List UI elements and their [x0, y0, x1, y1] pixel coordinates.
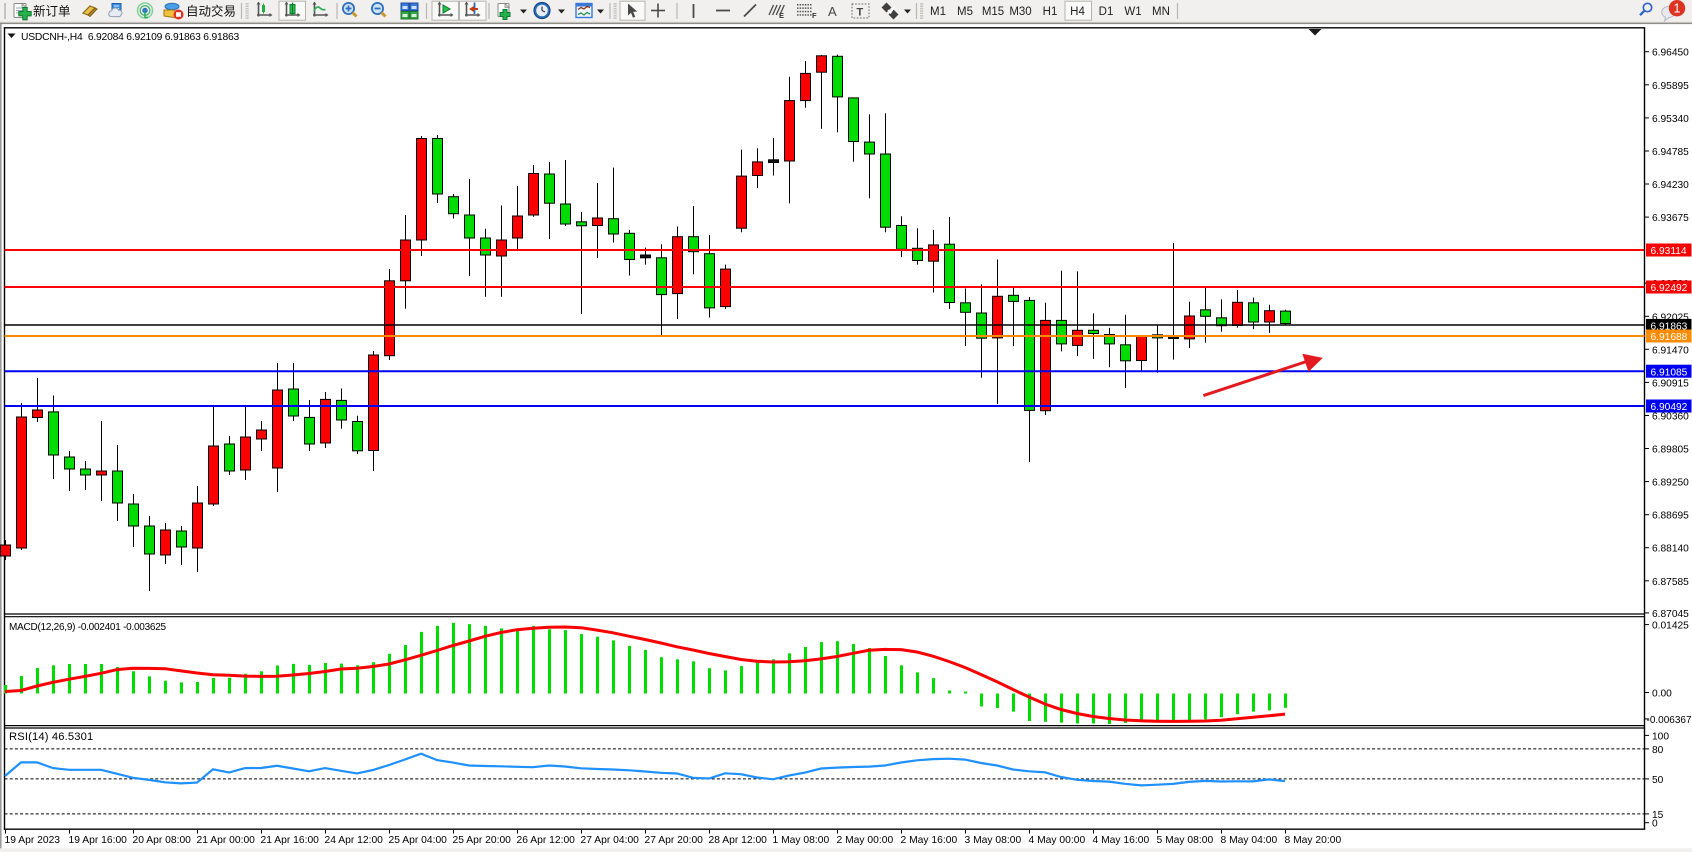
svg-text:6.91085: 6.91085 [1651, 367, 1688, 378]
svg-text:6.89805: 6.89805 [1652, 445, 1689, 456]
svg-text:6.90360: 6.90360 [1652, 412, 1689, 423]
svg-text:21 Apr 16:00: 21 Apr 16:00 [261, 835, 320, 846]
svg-text:F: F [812, 11, 817, 20]
svg-text:6.93114: 6.93114 [1651, 246, 1687, 257]
svg-text:4 May 16:00: 4 May 16:00 [1093, 835, 1150, 846]
svg-text:6.92492: 6.92492 [1651, 283, 1688, 294]
svg-text:M1: M1 [930, 6, 946, 18]
svg-text:5 May 08:00: 5 May 08:00 [1157, 835, 1214, 846]
svg-text:6.91688: 6.91688 [1651, 332, 1688, 343]
svg-text:6.87045: 6.87045 [1652, 609, 1689, 620]
svg-text:1: 1 [1674, 2, 1681, 16]
svg-text:8 May 04:00: 8 May 04:00 [1221, 835, 1278, 846]
svg-text:6.90492: 6.90492 [1651, 402, 1688, 413]
svg-text:6.87585: 6.87585 [1652, 577, 1689, 588]
svg-text:2 May 16:00: 2 May 16:00 [901, 835, 958, 846]
svg-text:W1: W1 [1124, 6, 1141, 18]
svg-text:25 Apr 04:00: 25 Apr 04:00 [389, 835, 448, 846]
svg-text:T: T [857, 7, 864, 19]
svg-text:0: 0 [1652, 819, 1658, 830]
svg-text:25 Apr 20:00: 25 Apr 20:00 [453, 835, 512, 846]
svg-text:6.90915: 6.90915 [1652, 378, 1689, 389]
svg-text:21 Apr 00:00: 21 Apr 00:00 [197, 835, 256, 846]
svg-text:0.01425: 0.01425 [1652, 621, 1689, 632]
svg-text:24 Apr 12:00: 24 Apr 12:00 [325, 835, 384, 846]
svg-text:1 May 08:00: 1 May 08:00 [773, 835, 830, 846]
svg-text:0.00: 0.00 [1652, 689, 1672, 700]
svg-text:6.92025: 6.92025 [1652, 312, 1689, 323]
svg-text:19 Apr 2023: 19 Apr 2023 [5, 835, 61, 846]
svg-text:6.95340: 6.95340 [1652, 114, 1689, 125]
svg-text:自动交易: 自动交易 [186, 4, 236, 19]
svg-text:新订单: 新订单 [33, 4, 71, 19]
svg-text:6.94230: 6.94230 [1652, 180, 1689, 191]
svg-text:27 Apr 04:00: 27 Apr 04:00 [581, 835, 640, 846]
svg-text:28 Apr 12:00: 28 Apr 12:00 [709, 835, 768, 846]
svg-text:2 May 00:00: 2 May 00:00 [837, 835, 894, 846]
svg-text:100: 100 [1652, 731, 1669, 742]
svg-text:RSI(14) 46.5301: RSI(14) 46.5301 [9, 731, 93, 743]
svg-text:H4: H4 [1070, 6, 1085, 18]
svg-text:6.93675: 6.93675 [1652, 213, 1689, 224]
svg-text:80: 80 [1652, 745, 1664, 756]
svg-text:26 Apr 12:00: 26 Apr 12:00 [517, 835, 576, 846]
svg-text:M15: M15 [982, 6, 1004, 18]
svg-text:6.94785: 6.94785 [1652, 147, 1689, 158]
svg-text:50: 50 [1652, 775, 1664, 786]
svg-text:27 Apr 20:00: 27 Apr 20:00 [645, 835, 704, 846]
svg-text:4 May 00:00: 4 May 00:00 [1029, 835, 1086, 846]
svg-text:H1: H1 [1043, 6, 1058, 18]
svg-text:6.88695: 6.88695 [1652, 511, 1689, 522]
svg-text:USDCNH-,H4 6.92084 6.92109 6.: USDCNH-,H4 6.92084 6.92109 6.91863 6.918… [21, 32, 240, 43]
svg-text:A: A [828, 4, 837, 19]
svg-text:M5: M5 [957, 6, 973, 18]
svg-text:3 May 08:00: 3 May 08:00 [965, 835, 1022, 846]
svg-text:6.91470: 6.91470 [1652, 345, 1689, 356]
svg-text:6.89250: 6.89250 [1652, 478, 1689, 489]
svg-text:20 Apr 08:00: 20 Apr 08:00 [133, 835, 192, 846]
svg-text:MN: MN [1152, 6, 1170, 18]
svg-text:6.88140: 6.88140 [1652, 544, 1689, 555]
svg-text:8 May 20:00: 8 May 20:00 [1285, 835, 1342, 846]
svg-text:M30: M30 [1009, 6, 1031, 18]
svg-text:E: E [779, 11, 784, 20]
svg-text:-0.006367: -0.006367 [1647, 715, 1692, 726]
svg-text:6.95895: 6.95895 [1652, 81, 1689, 92]
svg-text:6.96450: 6.96450 [1652, 48, 1689, 59]
svg-text:6.91863: 6.91863 [1651, 322, 1688, 333]
svg-text:15: 15 [1652, 810, 1664, 821]
svg-text:19 Apr 16:00: 19 Apr 16:00 [69, 835, 128, 846]
svg-text:D1: D1 [1099, 6, 1114, 18]
svg-text:MACD(12,26,9) -0.002401 -0.003: MACD(12,26,9) -0.002401 -0.003625 [9, 622, 167, 633]
